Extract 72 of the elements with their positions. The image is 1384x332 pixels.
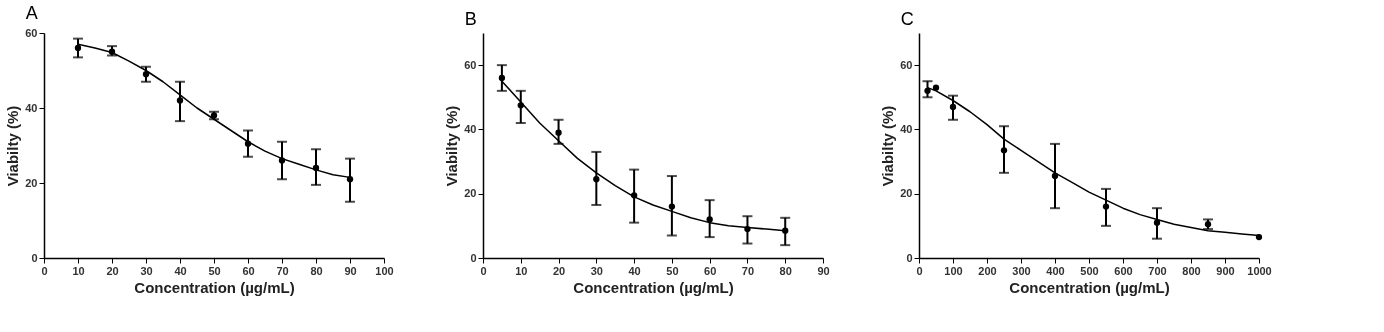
point (176, 97, 184, 104)
x-axis-title: Concentration (µg/mL) (573, 278, 734, 296)
x-tick-label: 100 (375, 264, 394, 277)
x-tick-label: 30 (140, 264, 153, 277)
x-tick-label: 20 (106, 264, 119, 277)
y-tick-label: 20 (464, 187, 477, 200)
y-axis-title: Viabilty (%) (443, 105, 461, 187)
x-tick-label: 50 (666, 264, 679, 277)
point (1051, 172, 1059, 180)
x-tick-label: 1000 (1247, 264, 1272, 277)
x-tick-label: 80 (310, 264, 323, 277)
y-tick-label: 0 (31, 251, 38, 264)
point (782, 227, 789, 234)
chart-title: C (900, 9, 914, 29)
point (932, 84, 940, 91)
y-tick-label: 20 (25, 176, 38, 189)
x-tick-label: 50 (208, 264, 221, 277)
x-tick-label: 80 (779, 264, 792, 277)
x-tick-label: 70 (276, 264, 289, 277)
y-tick-label: 20 (900, 187, 913, 200)
x-tick-label: 90 (344, 264, 357, 277)
x-axis-title: Concentration (µg/mL) (1009, 278, 1170, 296)
x-tick-label: 10 (72, 264, 85, 277)
x-tick-label: 40 (174, 264, 187, 277)
point (1255, 233, 1263, 241)
y-tick-label: 60 (900, 58, 913, 71)
point (668, 203, 676, 210)
x-tick-label: 400 (1046, 264, 1065, 277)
point (593, 176, 600, 183)
point (1153, 219, 1161, 226)
y-axis-title: Viabilty (%) (4, 105, 22, 187)
point (1000, 147, 1008, 154)
y-tick-label: 0 (470, 251, 477, 264)
chart-title: A (25, 3, 38, 23)
point (555, 129, 562, 136)
x-tick-label: 60 (704, 264, 717, 277)
chart-title: B (464, 9, 477, 29)
x-tick-label: 60 (242, 264, 255, 277)
point (498, 74, 506, 82)
point (744, 225, 751, 233)
point (346, 176, 354, 183)
y-axis-title: Viabilty (%) (879, 105, 897, 187)
point (949, 103, 957, 111)
x-tick-label: 90 (817, 264, 830, 277)
x-tick-label: 40 (628, 264, 641, 277)
x-tick-label: 0 (916, 264, 923, 277)
y-tick-label: 60 (25, 26, 38, 39)
point (706, 216, 713, 223)
x-tick-label: 10 (515, 264, 528, 277)
x-tick-label: 100 (944, 264, 963, 277)
x-tick-label: 500 (1080, 264, 1099, 277)
x-tick-label: 900 (1216, 264, 1235, 277)
y-tick-label: 0 (906, 251, 913, 264)
x-tick-label: 200 (978, 264, 997, 277)
x-axis-title: Concentration (µg/mL) (134, 278, 295, 296)
x-tick-label: 300 (1012, 264, 1031, 277)
y-tick-label: 40 (25, 101, 38, 114)
y-tick-label: 60 (464, 58, 477, 71)
point (924, 87, 931, 95)
x-tick-label: 0 (41, 264, 48, 277)
point (1102, 203, 1110, 210)
x-tick-label: 20 (552, 264, 566, 277)
x-tick-label: 800 (1182, 264, 1201, 277)
x-tick-label: 0 (480, 264, 487, 277)
point (74, 44, 82, 52)
point (142, 71, 150, 78)
x-tick-label: 30 (590, 264, 603, 277)
y-tick-label: 40 (464, 122, 477, 135)
x-tick-label: 600 (1114, 264, 1133, 277)
x-tick-label: 70 (741, 264, 755, 277)
x-tick-label: 700 (1148, 264, 1167, 277)
y-tick-label: 40 (900, 122, 913, 135)
